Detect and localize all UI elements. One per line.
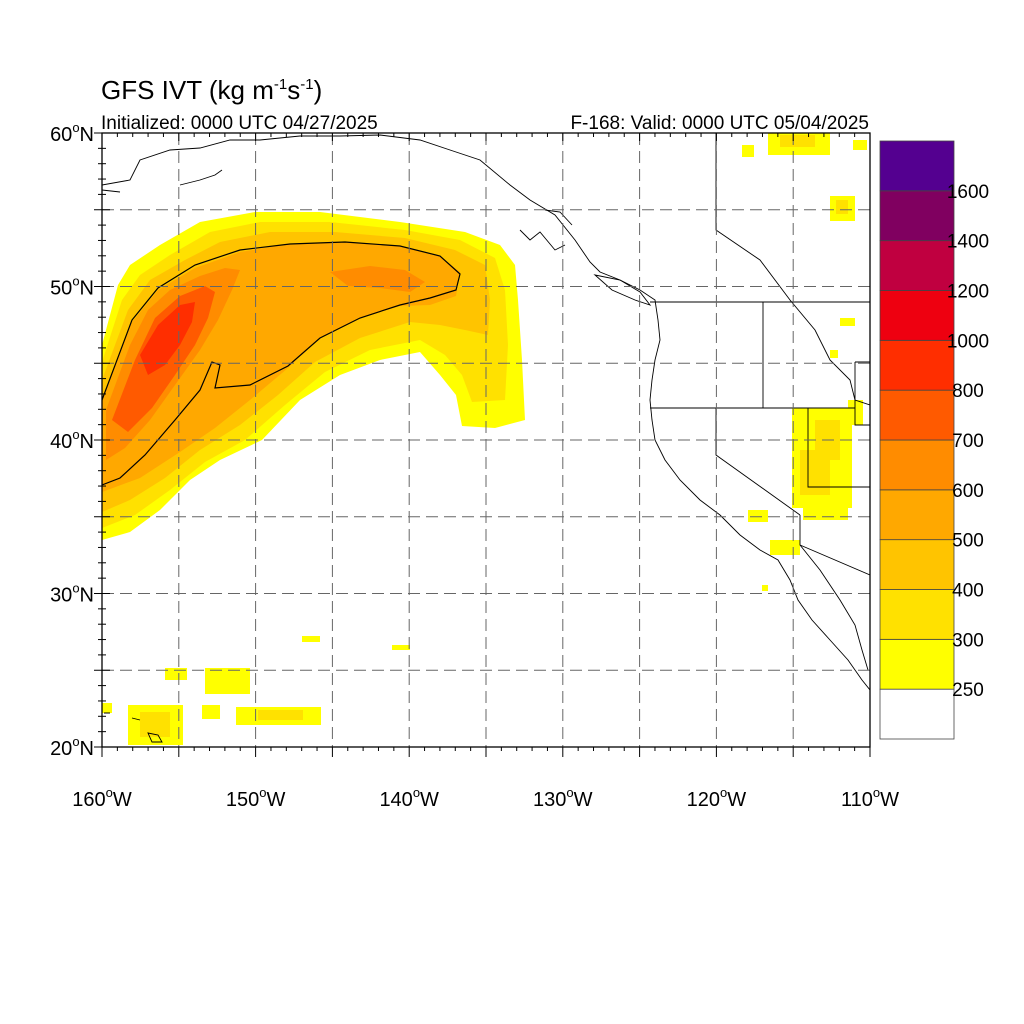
colorbar-swatch <box>879 190 955 242</box>
colorbar-swatch <box>879 688 955 740</box>
ivt-patch <box>770 540 800 555</box>
state-border-ut <box>854 361 870 426</box>
ivt-patch <box>742 145 754 157</box>
lon-label: 130oW <box>533 785 593 811</box>
colorbar-swatch <box>879 290 955 341</box>
ivt-patch <box>803 500 848 520</box>
colorbar-label: 1600 <box>947 182 989 203</box>
ivt-patch <box>258 710 303 720</box>
lon-label: 110oW <box>841 785 899 811</box>
ivt-patch <box>205 668 250 694</box>
ivt-patch <box>102 703 112 713</box>
state-border-az <box>799 515 870 576</box>
ivt-patch <box>780 135 815 147</box>
colorbar <box>879 140 955 740</box>
valid-time-label: F-168: Valid: 0000 UTC 05/04/2025 <box>570 113 869 134</box>
map-title: GFS IVT (kg m-1s-1) <box>101 75 322 105</box>
ivt-patch <box>165 668 187 680</box>
colorbar-label: 1200 <box>947 282 989 303</box>
lat-label: 30oN <box>50 581 94 607</box>
longitude-labels: 160oW 150oW 140oW 130oW 120oW 110oW <box>72 785 899 811</box>
colorbar-label: 250 <box>952 680 984 701</box>
hawaii-islands <box>104 712 163 743</box>
ivt-shading <box>102 133 867 745</box>
lat-label: 60oN <box>50 120 94 146</box>
aleutian-islands <box>102 169 223 193</box>
alaska-coast <box>102 134 870 691</box>
tick-marks <box>94 132 871 757</box>
lon-label: 120oW <box>687 785 747 811</box>
ivt-patch <box>848 400 863 425</box>
init-time-label: Initialized: 0000 UTC 04/27/2025 <box>101 113 378 134</box>
colorbar-label: 700 <box>952 431 984 452</box>
ivt-patch <box>202 705 220 719</box>
colorbar-label: 300 <box>952 630 984 651</box>
colorbar-label: 1400 <box>947 232 989 253</box>
ivt-patch <box>392 645 410 650</box>
ivt-patch <box>762 585 768 591</box>
colorbar-label: 600 <box>952 481 984 502</box>
colorbar-swatch <box>879 240 955 291</box>
lon-label: 150oW <box>226 785 286 811</box>
colorbar-label: 800 <box>952 381 984 402</box>
lon-label: 140oW <box>379 785 439 811</box>
ivt-patch <box>302 636 320 642</box>
lat-label: 40oN <box>50 427 94 453</box>
ivt-patch <box>836 200 848 214</box>
ivt-contour-800 <box>140 302 195 375</box>
ivt-patch <box>748 510 768 522</box>
colorbar-swatch <box>879 389 955 441</box>
ivt-patch <box>840 318 855 326</box>
colorbar-swatch <box>879 589 955 640</box>
colorbar-label: 400 <box>952 581 984 602</box>
vancouver-island <box>593 274 652 306</box>
colorbar-swatch <box>879 140 955 192</box>
inland-border-1 <box>715 133 870 406</box>
colorbar-swatch <box>879 638 955 690</box>
colorbar-swatch <box>879 489 955 541</box>
ivt-patch <box>853 140 867 150</box>
colorbar-swatch <box>879 539 955 590</box>
ivt-patch <box>800 450 830 495</box>
ivt-contour-lines <box>102 241 461 486</box>
colorbar-swatch <box>879 339 955 391</box>
ivt-patch <box>830 350 838 358</box>
bc-coast <box>519 209 573 251</box>
colorbar-labels: 250 300 400 500 600 700 800 1000 1200 1400 1600 <box>947 182 989 701</box>
state-border-nv-ut <box>807 408 870 488</box>
latitude-labels: 60oN 50oN 40oN 30oN 20oN <box>50 120 94 760</box>
ivt-contour-600-b <box>330 266 425 292</box>
graticule <box>102 133 870 747</box>
lon-label: 160oW <box>72 785 132 811</box>
colorbar-label: 1000 <box>947 331 989 352</box>
baja-coast <box>799 544 869 671</box>
ivt-patch <box>140 712 170 737</box>
colorbar-label: 500 <box>952 531 984 552</box>
lat-label: 20oN <box>50 734 94 760</box>
lat-label: 50oN <box>50 274 94 300</box>
colorbar-swatch <box>879 439 955 491</box>
